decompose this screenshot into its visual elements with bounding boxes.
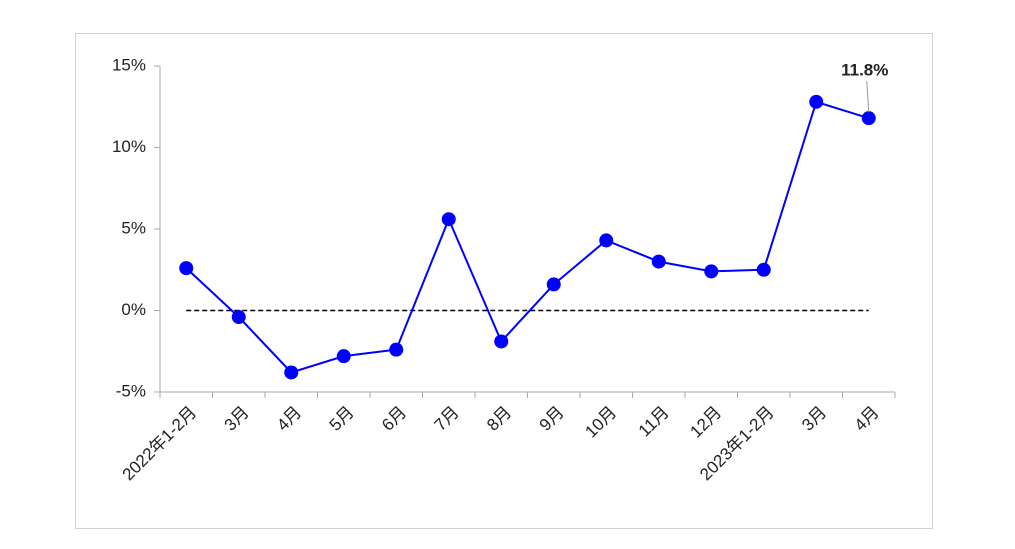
y-tick-label: 15% — [112, 55, 146, 74]
data-point — [756, 262, 771, 277]
y-tick-label: 10% — [112, 137, 146, 156]
y-tick-label: -5% — [116, 381, 146, 400]
data-point — [336, 349, 351, 364]
y-tick-label: 5% — [121, 218, 146, 237]
data-point — [441, 212, 456, 227]
data-point — [599, 233, 614, 248]
data-label: 11.8% — [841, 60, 888, 79]
data-point — [861, 111, 876, 126]
data-point — [546, 277, 561, 292]
data-point — [651, 254, 666, 269]
data-point — [809, 94, 824, 109]
data-point — [284, 365, 299, 380]
data-point — [704, 264, 719, 279]
data-point — [231, 310, 246, 325]
y-tick-label: 0% — [121, 300, 146, 319]
chart-frame — [75, 33, 933, 529]
label-leader — [866, 80, 870, 113]
data-point — [179, 261, 194, 276]
data-point — [494, 334, 509, 349]
series-line — [185, 100, 870, 374]
data-point — [389, 342, 404, 357]
